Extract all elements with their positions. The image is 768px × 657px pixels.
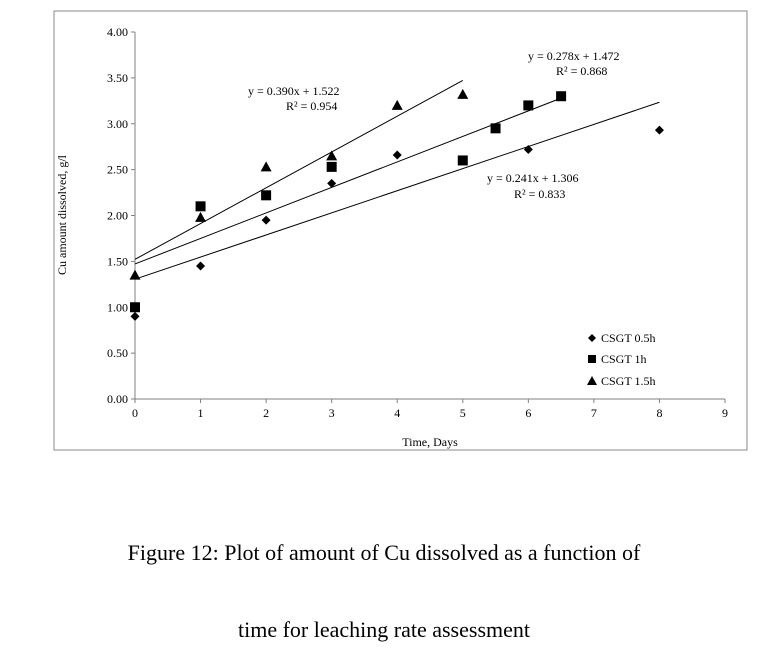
x-tick-label: 3: [329, 406, 335, 420]
data-point-triangle: [260, 161, 272, 172]
legend-label-1h: CSGT 1h: [601, 352, 646, 366]
figure-caption-line-1: Figure 12: Plot of amount of Cu dissolve…: [127, 540, 641, 565]
y-tick-label: 3.00: [107, 117, 128, 131]
data-point-square: [457, 155, 468, 166]
tick-marks: 0.00 0.50 1.00 1.50 2.00 2.50 3.00 3.50 4.00 0 1 2 3…: [107, 25, 728, 420]
trendline-series-1: [134, 97, 562, 265]
y-axis-label: Cu amount dissolved, g/l: [55, 154, 69, 275]
data-point-triangle: [326, 150, 338, 161]
r2-label-1.5h: R² = 0.954: [286, 99, 337, 113]
y-tick-label: 4.00: [107, 25, 128, 39]
trendlines: [134, 80, 660, 280]
x-axis-label: Time, Days: [402, 435, 458, 449]
data-point-triangle: [391, 99, 403, 110]
x-tick-label: 2: [263, 406, 269, 420]
data-point-diamond: [523, 144, 533, 154]
y-tick-label: 2.50: [107, 163, 128, 177]
data-point-diamond: [261, 215, 271, 225]
x-tick-label: 7: [591, 406, 597, 420]
eq-label-0.5h: y = 0.241x + 1.306: [487, 171, 579, 185]
data-point-square: [130, 302, 140, 313]
data-point-diamond: [196, 261, 206, 271]
r2-label-0.5h: R² = 0.833: [514, 187, 565, 201]
y-tick-label: 1.00: [107, 300, 128, 314]
x-tick-label: 8: [656, 406, 662, 420]
x-tick-label: 9: [722, 406, 728, 420]
y-tick-label: 2.00: [107, 209, 128, 223]
legend-square-icon: [588, 355, 596, 363]
data-point-diamond: [327, 178, 337, 188]
data-point-diamond: [130, 311, 140, 321]
legend-item-1.5h: CSGT 1.5h: [587, 374, 655, 388]
x-tick-label: 5: [460, 406, 466, 420]
legend-diamond-icon: [588, 334, 596, 342]
x-tick-label: 4: [394, 406, 400, 420]
y-tick-label: 0.00: [107, 392, 128, 406]
legend-item-0.5h: CSGT 0.5h: [588, 331, 655, 345]
data-point-square: [556, 91, 567, 102]
legend-triangle-icon: [587, 376, 597, 385]
y-tick-label: 3.50: [107, 71, 128, 85]
data-point-square: [326, 161, 337, 172]
legend: CSGT 0.5h CSGT 1h CSGT 1.5h: [587, 331, 655, 388]
trendline-series-0: [134, 101, 660, 280]
data-point-square: [195, 201, 206, 212]
legend-item-1h: CSGT 1h: [588, 352, 646, 366]
figure-caption-line-2: time for leaching rate assessment: [237, 617, 530, 642]
data-point-square: [490, 123, 501, 134]
data-point-triangle: [457, 88, 469, 99]
data-point-triangle: [195, 211, 207, 222]
x-tick-label: 0: [132, 406, 138, 420]
trendline-series-2: [134, 80, 464, 260]
data-point-diamond: [654, 125, 664, 135]
x-tick-label: 6: [525, 406, 531, 420]
y-tick-label: 1.50: [107, 254, 128, 268]
x-tick-label: 1: [198, 406, 204, 420]
eq-label-1.5h: y = 0.390x + 1.522: [248, 84, 340, 98]
y-tick-label: 0.50: [107, 346, 128, 360]
data-point-triangle: [129, 269, 141, 280]
legend-label-1.5h: CSGT 1.5h: [601, 374, 655, 388]
r2-label-1h: R² = 0.868: [556, 64, 607, 78]
chart-frame: [53, 10, 748, 451]
data-point-square: [261, 190, 272, 201]
data-point-diamond: [392, 150, 402, 160]
data-point-square: [523, 100, 534, 111]
legend-label-0.5h: CSGT 0.5h: [601, 331, 655, 345]
data-points: [129, 88, 664, 321]
eq-label-1h: y = 0.278x + 1.472: [528, 49, 620, 63]
